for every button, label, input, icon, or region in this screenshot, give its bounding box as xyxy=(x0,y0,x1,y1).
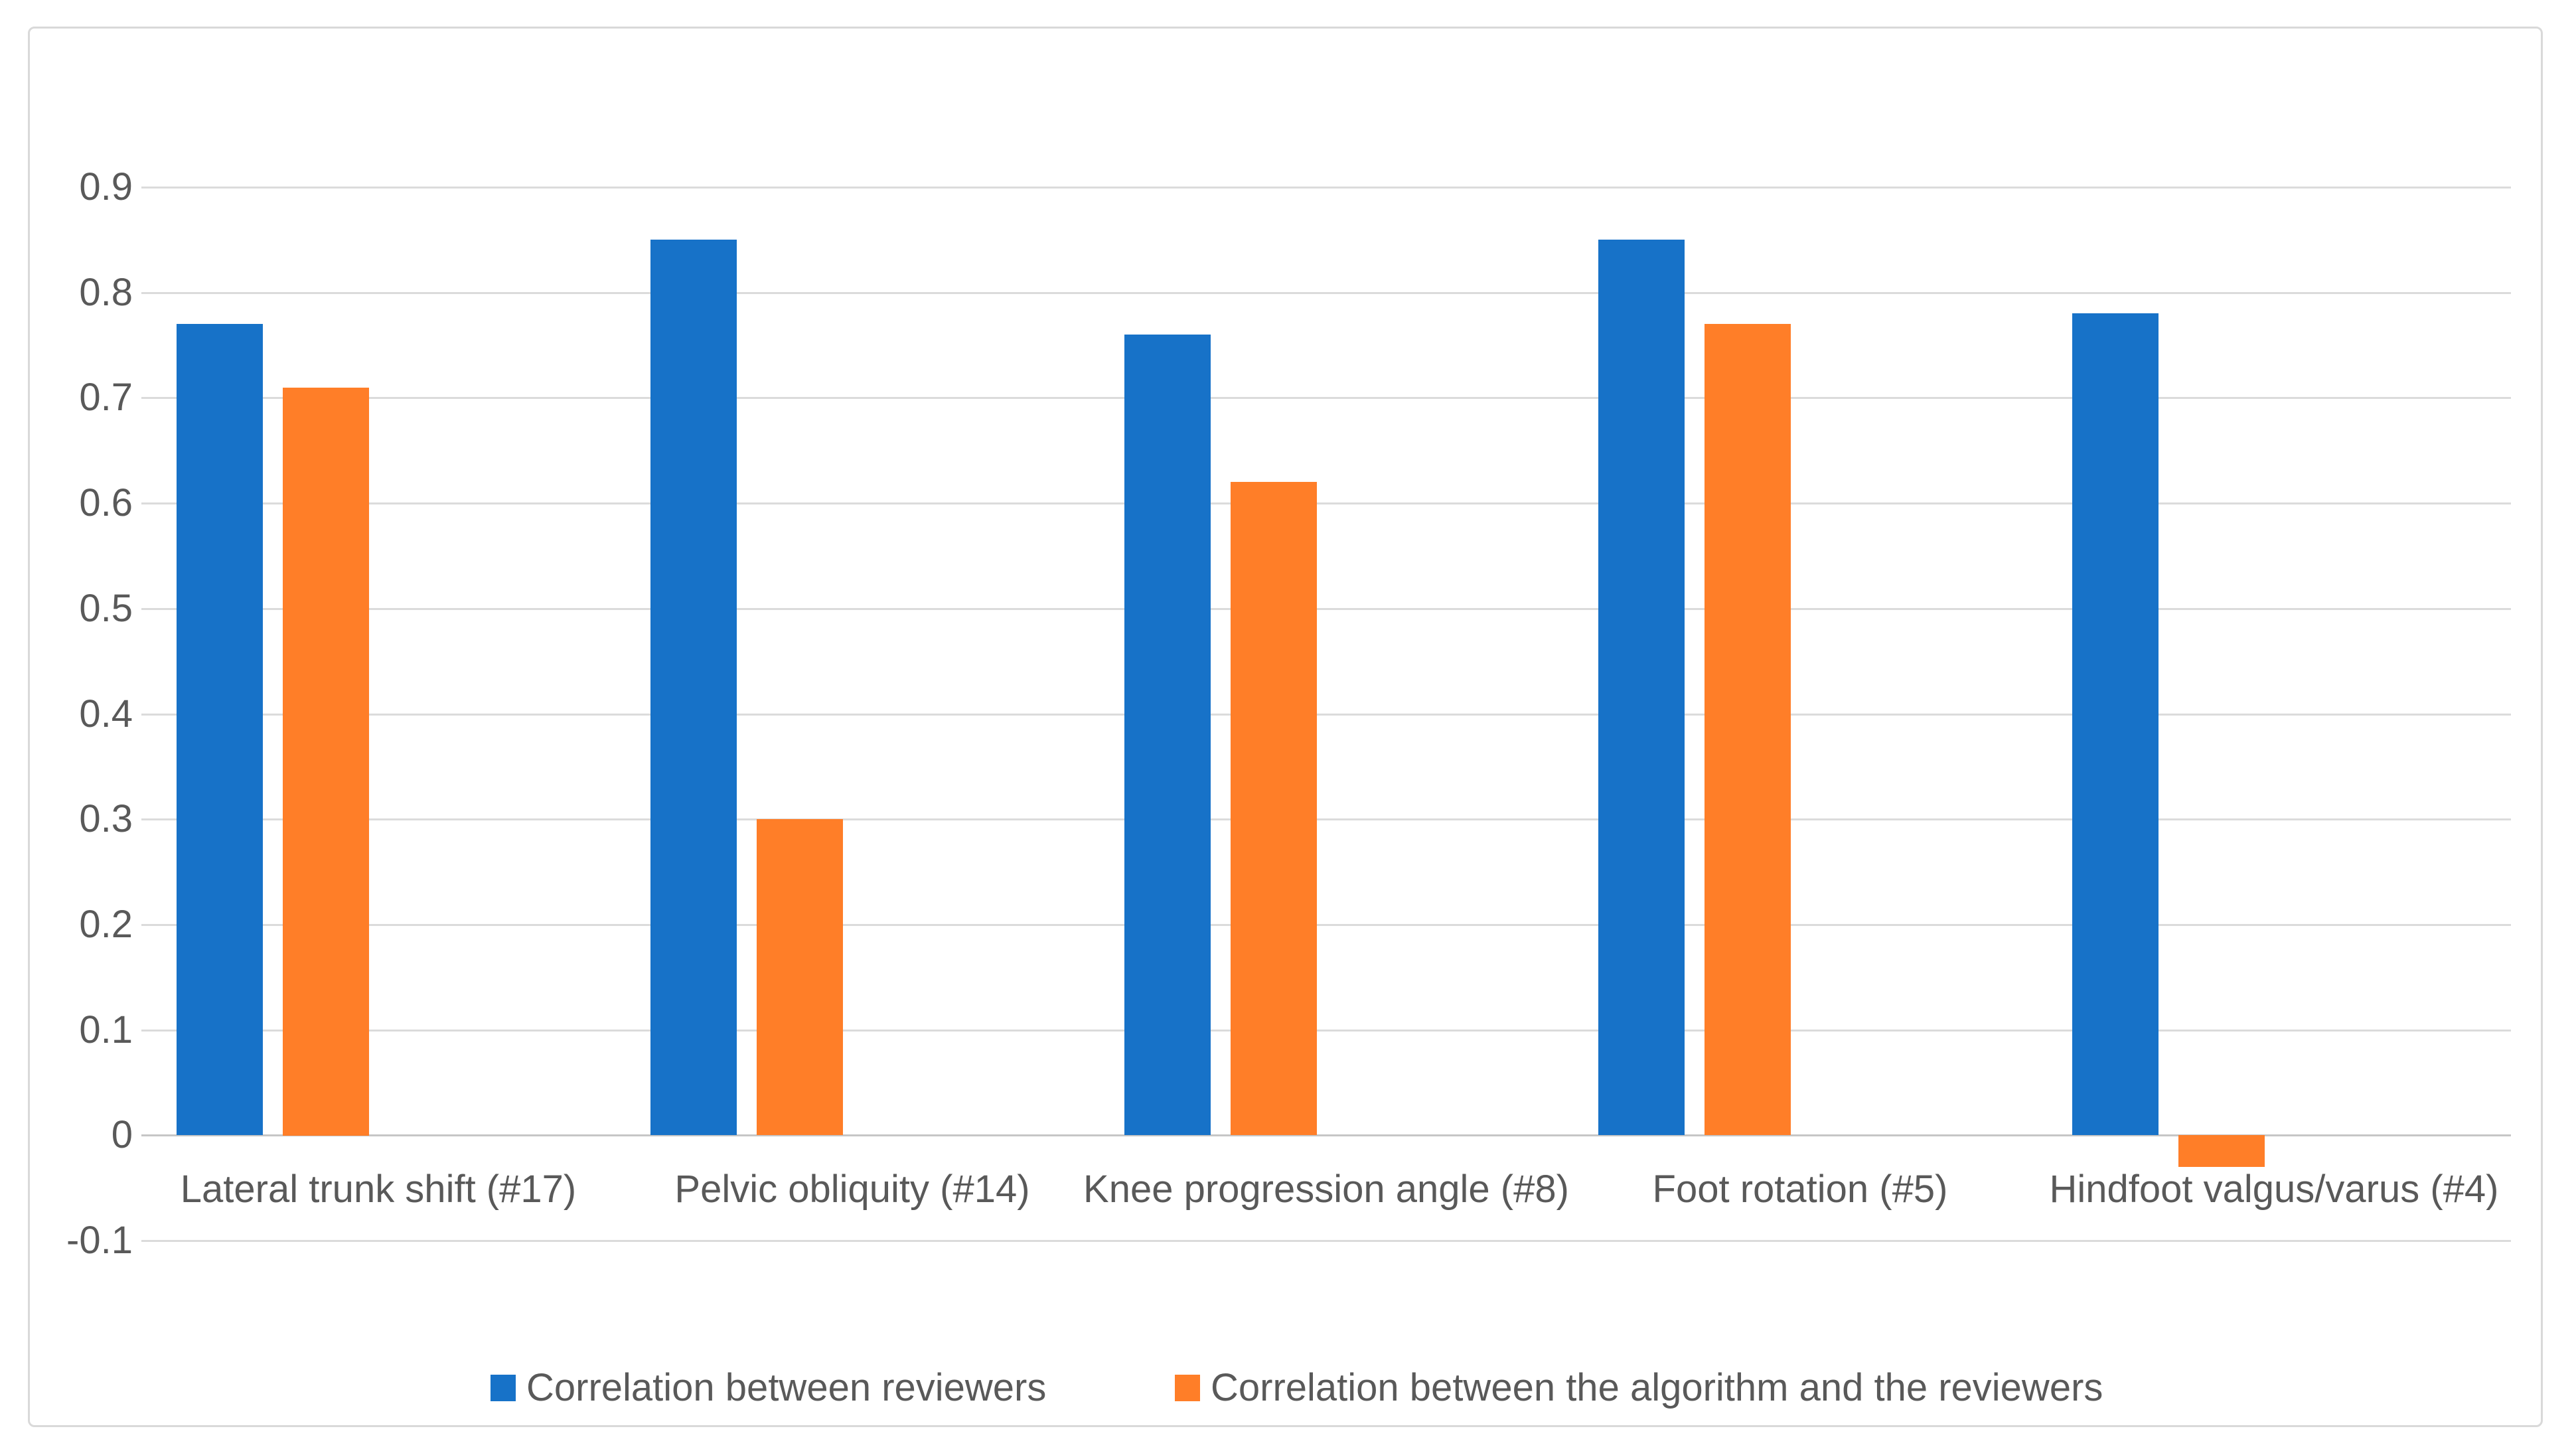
y-tick-label: 0.5 xyxy=(79,587,133,630)
gridline xyxy=(141,714,2511,716)
y-tick-label: 0.9 xyxy=(79,165,133,208)
legend-label-reviewers: Correlation between reviewers xyxy=(526,1366,1047,1409)
gridline xyxy=(141,818,2511,820)
gridline xyxy=(141,397,2511,399)
y-tick-label: 0 xyxy=(111,1113,133,1156)
y-tick-label: 0.7 xyxy=(79,376,133,419)
gridline xyxy=(141,502,2511,504)
zero-axis-line xyxy=(141,1134,2511,1136)
category-label: Hindfoot valgus/varus (#4) xyxy=(2049,1168,2499,1211)
bar-series1-cat2 xyxy=(650,240,737,1135)
bar-series1-cat4 xyxy=(1598,240,1685,1135)
y-tick-label: 0.1 xyxy=(79,1008,133,1051)
bar-series2-cat2 xyxy=(757,819,843,1135)
y-tick-label: 0.3 xyxy=(79,797,133,840)
bar-series1-cat3 xyxy=(1124,335,1211,1135)
y-tick-label: 0.6 xyxy=(79,481,133,524)
y-tick-label: -0.1 xyxy=(66,1219,133,1262)
category-label: Knee progression angle (#8) xyxy=(1083,1168,1569,1211)
y-tick-label: 0.8 xyxy=(79,271,133,314)
category-label: Foot rotation (#5) xyxy=(1652,1168,1948,1211)
y-tick-label: 0.4 xyxy=(79,692,133,735)
gridline xyxy=(141,608,2511,610)
legend-label-algorithm: Correlation between the algorithm and th… xyxy=(1211,1366,2103,1409)
bar-series2-cat5 xyxy=(2178,1135,2265,1167)
gridline xyxy=(141,1240,2511,1242)
gridline xyxy=(141,292,2511,294)
bar-series1-cat5 xyxy=(2072,313,2159,1135)
bar-series2-cat1 xyxy=(283,388,369,1136)
legend-swatch-reviewers xyxy=(491,1375,516,1401)
bar-series1-cat1 xyxy=(177,324,263,1135)
legend-item-algorithm: Correlation between the algorithm and th… xyxy=(1175,1367,2103,1409)
gridline xyxy=(141,187,2511,189)
y-tick-label: 0.2 xyxy=(79,903,133,946)
bar-series2-cat3 xyxy=(1231,482,1317,1135)
gridline xyxy=(141,924,2511,926)
legend-swatch-algorithm xyxy=(1175,1375,1200,1401)
category-label: Pelvic obliquity (#14) xyxy=(674,1168,1030,1211)
bar-series2-cat4 xyxy=(1705,324,1791,1135)
gridline xyxy=(141,1030,2511,1032)
chart-frame: 0.9 0.8 0.7 0.6 0.5 0.4 0.3 0.2 0.1 0 -0.1 Lateral… xyxy=(28,27,2543,1427)
legend-item-reviewers: Correlation between reviewers xyxy=(491,1367,1046,1409)
category-label: Lateral trunk shift (#17) xyxy=(180,1168,577,1211)
